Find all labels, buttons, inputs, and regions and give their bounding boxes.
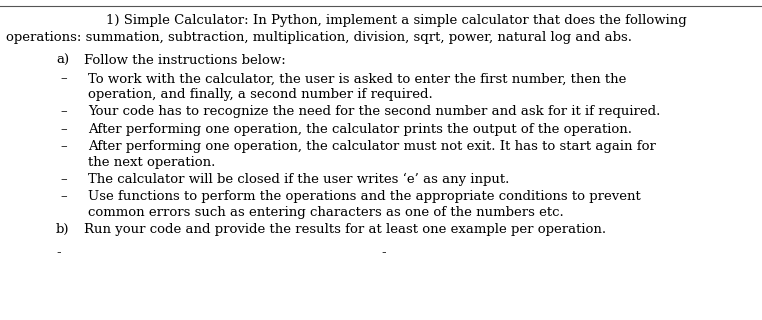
Text: –: – xyxy=(60,105,66,118)
Text: the next operation.: the next operation. xyxy=(88,156,216,169)
Text: -: - xyxy=(56,246,61,259)
Text: After performing one operation, the calculator prints the output of the operatio: After performing one operation, the calc… xyxy=(88,123,632,136)
Text: b): b) xyxy=(56,223,69,236)
Text: operation, and finally, a second number if required.: operation, and finally, a second number … xyxy=(88,88,433,101)
Text: To work with the calculator, the user is asked to enter the first number, then t: To work with the calculator, the user is… xyxy=(88,73,626,85)
Text: –: – xyxy=(60,73,66,85)
Text: –: – xyxy=(60,190,66,203)
Text: common errors such as entering characters as one of the numbers etc.: common errors such as entering character… xyxy=(88,206,564,219)
Text: After performing one operation, the calculator must not exit. It has to start ag: After performing one operation, the calc… xyxy=(88,140,656,153)
Text: The calculator will be closed if the user writes ‘e’ as any input.: The calculator will be closed if the use… xyxy=(88,173,509,186)
Text: operations: summation, subtraction, multiplication, division, sqrt, power, natur: operations: summation, subtraction, mult… xyxy=(6,30,632,44)
Text: Run your code and provide the results for at least one example per operation.: Run your code and provide the results fo… xyxy=(84,223,606,236)
Text: –: – xyxy=(60,173,66,186)
Text: a): a) xyxy=(56,53,69,67)
Text: Follow the instructions below:: Follow the instructions below: xyxy=(84,53,286,67)
Text: –: – xyxy=(60,123,66,136)
Text: -: - xyxy=(381,246,386,259)
Text: Your code has to recognize the need for the second number and ask for it if requ: Your code has to recognize the need for … xyxy=(88,105,661,118)
Text: Use functions to perform the operations and the appropriate conditions to preven: Use functions to perform the operations … xyxy=(88,190,641,203)
Text: –: – xyxy=(60,140,66,153)
Text: 1) Simple Calculator: In Python, implement a simple calculator that does the fol: 1) Simple Calculator: In Python, impleme… xyxy=(106,14,687,27)
